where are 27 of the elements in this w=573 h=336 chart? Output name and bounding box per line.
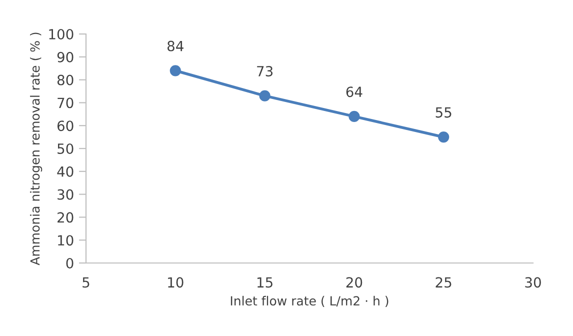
y-tick-label: 10 xyxy=(58,235,74,246)
x-tick-label: 10 xyxy=(168,277,184,288)
y-tick-label: 80 xyxy=(57,74,74,86)
x-tick-label: 15 xyxy=(257,277,272,288)
x-tick-label: 30 xyxy=(525,277,541,288)
y-tick-label: 50 xyxy=(58,143,74,154)
y-tick-label: 40 xyxy=(57,166,74,177)
x-axis-title: Inlet flow rate ( L/m2 · h ) xyxy=(230,296,388,308)
point xyxy=(348,110,360,122)
y-axis-title: Ammonia nitrogen removal rate ( % ) xyxy=(30,32,42,266)
data-label: 84 xyxy=(168,40,184,52)
y-tick-label: 100 xyxy=(49,28,74,40)
data-label: 64 xyxy=(346,86,362,98)
y-tick-label: 0 xyxy=(66,258,74,268)
y-tick-label: 60 xyxy=(57,120,74,132)
point xyxy=(259,90,270,102)
point xyxy=(438,131,450,143)
point xyxy=(170,65,181,76)
y-tick-label: 70 xyxy=(58,98,74,108)
y-tick-label: 20 xyxy=(58,212,74,223)
x-tick-label: 25 xyxy=(436,277,452,288)
y-tick-label: 90 xyxy=(57,52,74,62)
x-tick-label: 5 xyxy=(82,277,90,288)
x-tick-label: 20 xyxy=(346,277,362,288)
data-label: 55 xyxy=(436,107,452,118)
data-label: 73 xyxy=(257,66,273,76)
y-tick-label: 30 xyxy=(58,189,74,200)
